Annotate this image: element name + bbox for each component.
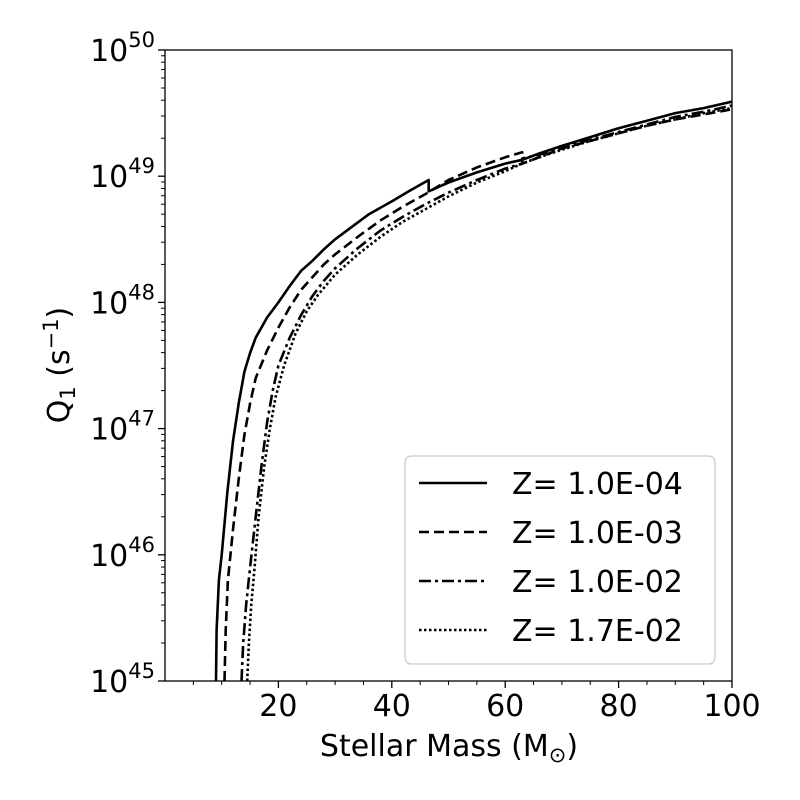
- x-tick-label: 100: [703, 689, 760, 724]
- y-tick-label: 1047: [90, 407, 155, 448]
- y-tick-label: 1045: [90, 659, 155, 700]
- y-tick-label: 1046: [90, 533, 155, 574]
- legend-box: [404, 455, 716, 665]
- legend-entry: Z= 1.7E-02: [419, 614, 683, 649]
- legend: Z= 1.0E-04 Z= 1.0E-03 Z= 1.0E-02 Z= 1.7E-02: [404, 455, 716, 665]
- y-tick-label: 1048: [90, 280, 155, 321]
- y-axis-label-close: ): [42, 307, 77, 319]
- y-tick-label: 1049: [90, 154, 155, 195]
- y-axis: 1045 1046 1047 1048 1049 1050: [90, 28, 165, 700]
- legend-entry: Z= 1.0E-02: [419, 565, 683, 600]
- series-line-2: [223, 108, 732, 681]
- legend-label: Z= 1.7E-02: [512, 614, 683, 649]
- x-tick-label: 20: [259, 689, 297, 724]
- y-axis-label-unit: (s: [42, 349, 77, 386]
- y-axis-label-superscript: −1: [39, 318, 63, 349]
- x-tick-label: 60: [486, 689, 524, 724]
- x-tick-label: 40: [373, 689, 411, 724]
- x-axis-label-subscript: ⊙: [549, 743, 567, 767]
- x-tick-label: 80: [600, 689, 638, 724]
- legend-label: Z= 1.0E-02: [512, 565, 683, 600]
- series-line-3: [240, 104, 732, 681]
- x-axis: 20 40 60 80 100: [192, 681, 761, 724]
- x-axis-label-close: ): [566, 729, 578, 764]
- series-layer: [214, 100, 732, 681]
- series-line-1: [214, 100, 732, 681]
- legend-label: Z= 1.0E-04: [512, 467, 683, 502]
- legend-label: Z= 1.0E-03: [512, 516, 683, 551]
- legend-entry: Z= 1.0E-04: [419, 467, 683, 502]
- y-axis-label: Q1 (s−1): [39, 307, 80, 424]
- x-axis-label: Stellar Mass (M⊙): [320, 729, 578, 767]
- y-axis-label-subscript: 1: [56, 386, 80, 399]
- legend-entry: Z= 1.0E-03: [419, 516, 683, 551]
- legend-entries: Z= 1.0E-04 Z= 1.0E-03 Z= 1.0E-02 Z= 1.7E-02: [419, 467, 683, 649]
- y-tick-label: 1050: [90, 28, 155, 69]
